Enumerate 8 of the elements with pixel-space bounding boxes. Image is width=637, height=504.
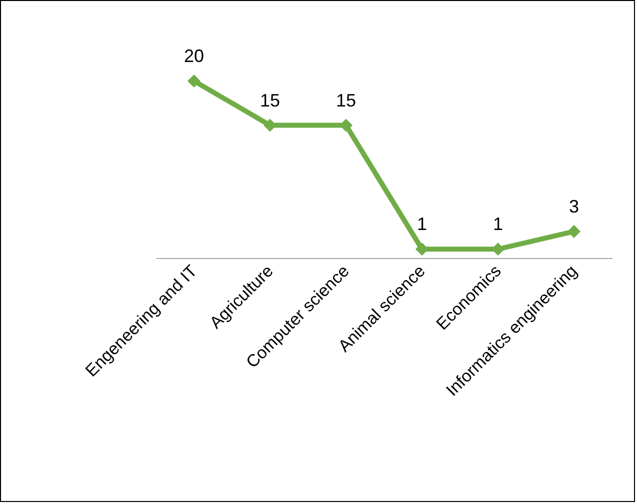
data-label: 1	[492, 214, 504, 234]
data-label: 15	[260, 90, 280, 110]
data-label: 3	[568, 196, 580, 216]
data-label: 20	[184, 46, 204, 66]
data-label: 15	[336, 90, 356, 110]
point	[567, 224, 581, 238]
data-label: 1	[416, 214, 428, 234]
point	[187, 74, 201, 88]
